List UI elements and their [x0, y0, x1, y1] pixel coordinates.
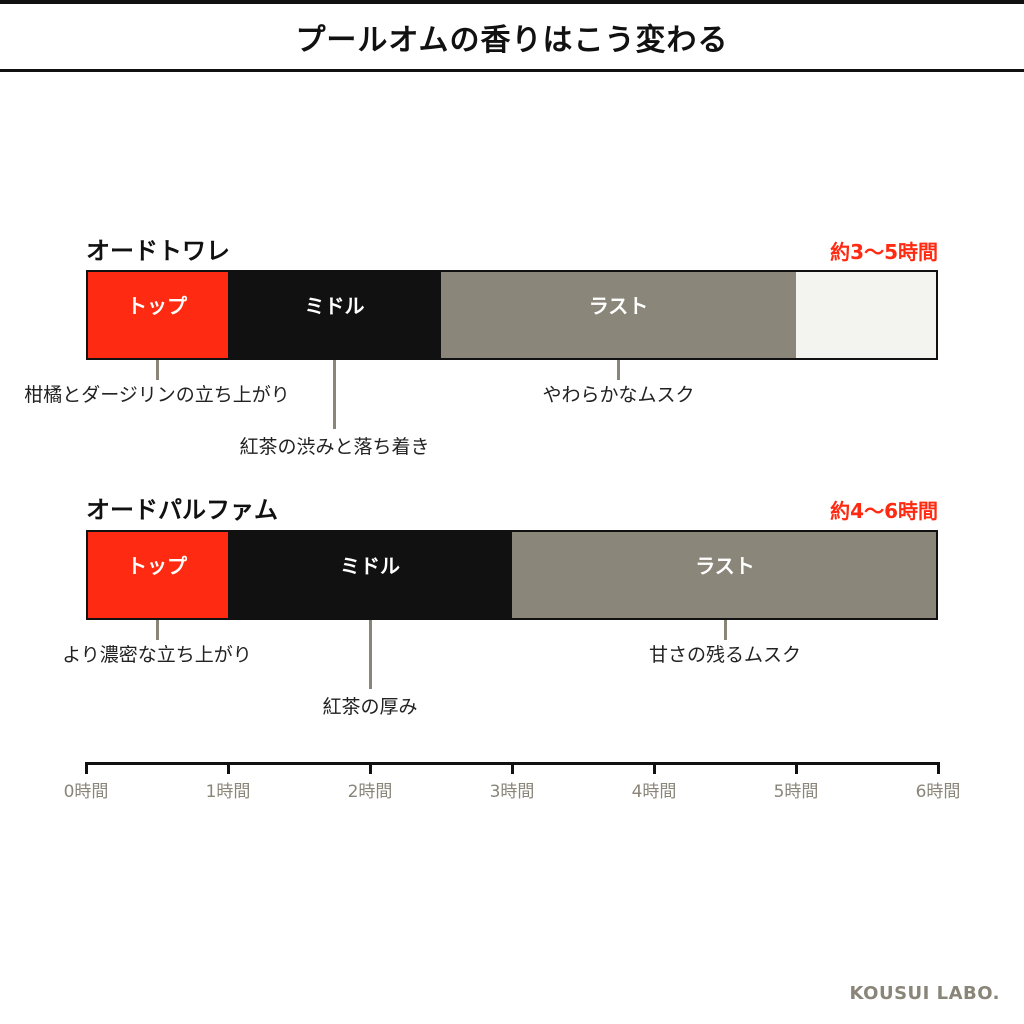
- bar-segment: ミドル: [228, 272, 441, 358]
- note-text: より濃密な立ち上がり: [62, 644, 252, 666]
- series-name: オードパルファム: [86, 496, 278, 524]
- segment-label: トップ: [127, 294, 187, 318]
- x-axis-tick-label: 0時間: [63, 782, 109, 802]
- note-leader-line: [368, 620, 372, 689]
- bar-segment: [796, 272, 936, 358]
- segment-label: ラスト: [695, 554, 755, 578]
- duration-label: 約4〜6時間: [830, 499, 938, 523]
- stacked-bar: トップ ミドル ラスト: [86, 270, 938, 360]
- bar-segment: ラスト: [441, 272, 796, 358]
- x-axis-tick-label: 3時間: [489, 782, 535, 802]
- note-leader-line: [155, 360, 159, 380]
- x-axis-tick-label: 4時間: [631, 782, 677, 802]
- x-axis-tick-label: 2時間: [347, 782, 393, 802]
- segment-label: ミドル: [340, 554, 400, 578]
- brand-logo: KOUSUI LABO.: [849, 983, 1000, 1004]
- segment-label: トップ: [127, 554, 187, 578]
- note-leader-line: [617, 360, 620, 380]
- x-axis-tick: [652, 762, 656, 774]
- x-axis-tick-label: 1時間: [205, 782, 251, 802]
- series-name: オードトワレ: [86, 237, 230, 265]
- x-axis-tick-label: 6時間: [915, 782, 961, 802]
- x-axis-tick: [510, 762, 514, 774]
- note-text: 柑橘とダージリンの立ち上がり: [24, 384, 290, 406]
- bar-segment: ラスト: [512, 532, 936, 618]
- x-axis-tick: [936, 762, 940, 774]
- duration-label: 約3〜5時間: [830, 240, 938, 264]
- bar-segment: ミドル: [228, 532, 512, 618]
- bar-segment: トップ: [88, 532, 228, 618]
- segment-label: ラスト: [588, 294, 649, 318]
- x-axis-tick: [368, 762, 372, 774]
- title-bar: プールオムの香りはこう変わる: [0, 0, 1024, 72]
- x-axis-tick: [84, 762, 88, 774]
- note-text: やわらかなムスク: [542, 384, 695, 406]
- note-leader-line: [723, 620, 727, 640]
- x-axis-tick: [226, 762, 230, 774]
- note-leader-line: [333, 360, 336, 429]
- segment-label: ミドル: [304, 294, 365, 318]
- bar-segment: トップ: [88, 272, 228, 358]
- page-title: プールオムの香りはこう変わる: [295, 22, 729, 58]
- note-leader-line: [155, 620, 159, 640]
- x-axis-tick-label: 5時間: [773, 782, 819, 802]
- stacked-bar: トップ ミドル ラスト: [86, 530, 938, 620]
- note-text: 紅茶の厚み: [322, 696, 418, 718]
- x-axis-tick: [794, 762, 798, 774]
- note-text: 甘さの残るムスク: [648, 644, 802, 666]
- note-text: 紅茶の渋みと落ち着き: [239, 436, 430, 458]
